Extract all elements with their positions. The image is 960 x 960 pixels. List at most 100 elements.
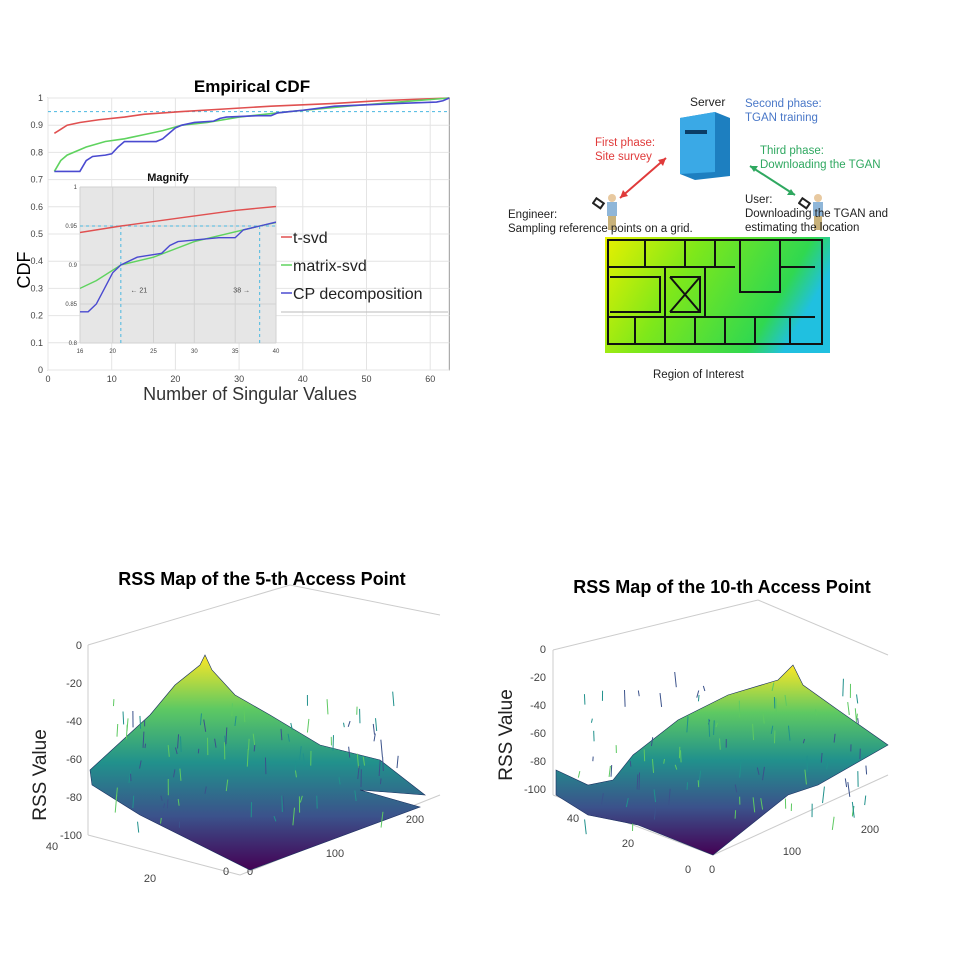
surface-spike	[128, 769, 132, 783]
surface-spike	[302, 753, 306, 767]
surface-spike	[696, 690, 700, 698]
user-icon	[798, 194, 823, 230]
surface-spike	[214, 738, 217, 748]
y-tick-label: 0.4	[30, 256, 43, 266]
surface-spike	[252, 733, 256, 746]
inset-x-tick: 30	[191, 349, 198, 355]
surface-spike	[139, 715, 142, 729]
surface-spike	[354, 790, 357, 802]
surface-spike	[224, 735, 227, 747]
surface-spike	[663, 758, 665, 764]
surface-spike	[348, 746, 351, 758]
surface-spike	[734, 784, 738, 793]
inset-y-tick: 0.8	[69, 341, 78, 347]
surface-spike	[174, 747, 178, 755]
surface-spike	[179, 768, 182, 781]
surface-spike	[698, 770, 702, 786]
surface-spike	[625, 797, 629, 808]
surface-spike	[144, 743, 147, 749]
surface-spike	[357, 765, 360, 780]
surface-spike	[116, 723, 119, 737]
surface-spike	[114, 795, 118, 813]
surface-spike	[203, 719, 207, 732]
surface-spike	[287, 733, 290, 742]
surface-spike	[392, 691, 395, 707]
inset-x-tick: 25	[150, 349, 157, 355]
surface-spike	[234, 716, 237, 726]
y-tick-label: 0.5	[30, 229, 43, 239]
surface-spike	[332, 735, 334, 751]
surface-spike	[623, 690, 626, 707]
surface-spike	[697, 780, 700, 788]
user-label: User: Downloading the TGAN and estimating …	[745, 194, 888, 234]
z-tick-label: -80	[530, 756, 546, 768]
z-axis-label: RSS Value	[496, 689, 517, 781]
phase3-arrow	[749, 165, 796, 196]
legend-label: matrix-svd	[293, 258, 367, 275]
surface-spike	[294, 770, 297, 778]
surface-spike	[590, 718, 593, 723]
surface-spike	[756, 767, 760, 775]
surface-spike	[610, 765, 613, 777]
surface-spike	[380, 739, 383, 758]
surface-spike	[668, 788, 671, 805]
surface-spike	[636, 774, 639, 790]
surface-spike	[653, 789, 656, 803]
surface	[89, 654, 426, 871]
series-line-t-svd	[53, 97, 450, 135]
x-tick-label: 10	[107, 374, 117, 384]
surface-spike	[752, 797, 756, 813]
surface-spike	[686, 716, 689, 733]
z-tick-label: -20	[66, 678, 82, 690]
z-tick-label: -80	[66, 792, 82, 804]
z-tick-label: -100	[524, 784, 546, 796]
engineer-label: Engineer: Sampling reference points on a …	[508, 209, 693, 235]
z-tick-label: -40	[66, 716, 82, 728]
surface-spike	[702, 685, 706, 692]
surface-spike	[584, 819, 587, 835]
x-tick-label: 0	[45, 374, 50, 384]
surface-spike	[719, 738, 721, 750]
surface-spike	[686, 782, 689, 790]
inset-y-tick: 0.85	[65, 302, 77, 308]
surface-spike	[225, 727, 228, 745]
inset-y-tick: 1	[74, 185, 78, 191]
cdf-chart: Empirical CDF CDF Number of Singular Val…	[14, 77, 450, 404]
y-tick-label: 0.2	[30, 311, 43, 321]
surface-spike	[854, 708, 857, 723]
z-tick-label: -60	[530, 728, 546, 740]
surface-spike	[294, 761, 297, 771]
y-tick-label: 0.7	[30, 175, 43, 185]
phase3-label: Third phase: Downloading the TGAN	[760, 145, 881, 171]
x-tick-label: 100	[326, 848, 344, 860]
series-line-matrix-svd	[53, 97, 450, 172]
surface-spike	[577, 770, 581, 778]
surface-spike	[326, 699, 329, 715]
surface-spike	[760, 798, 764, 810]
y-tick-label: 20	[144, 873, 156, 885]
surface-spike	[784, 695, 787, 706]
surface-spike	[802, 738, 806, 744]
z-tick-label: -20	[530, 672, 546, 684]
surface-spike	[804, 769, 807, 785]
surface-spike	[292, 807, 295, 826]
y-tick-label: 1	[38, 93, 43, 103]
surface-spike	[679, 750, 682, 763]
surface-spike	[338, 777, 341, 785]
surface-spike	[180, 736, 182, 752]
surface-spike	[163, 803, 166, 808]
chart-title: Empirical CDF	[194, 77, 310, 96]
surface-spike	[166, 799, 169, 809]
inset-annotation: ← 21	[130, 287, 147, 294]
x-tick-label: 200	[406, 814, 424, 826]
y-tick-label: 20	[622, 838, 634, 850]
surface-spike	[659, 692, 663, 708]
surface-spike	[356, 753, 360, 769]
surface-spike	[137, 821, 140, 833]
surface-spike	[372, 723, 375, 735]
legend: t-svd matrix-svd CP decomposition	[281, 230, 448, 313]
surface-spike	[864, 795, 867, 806]
surface-spike	[847, 781, 851, 797]
surface-spike	[601, 793, 604, 805]
inset-x-tick: 20	[109, 349, 116, 355]
